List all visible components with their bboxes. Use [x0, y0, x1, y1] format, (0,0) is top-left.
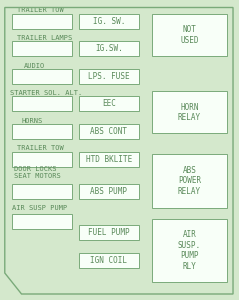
Text: AUDIO: AUDIO [24, 63, 45, 69]
FancyBboxPatch shape [12, 214, 72, 229]
FancyBboxPatch shape [152, 154, 227, 208]
Text: STARTER SOL. ALT.: STARTER SOL. ALT. [10, 90, 82, 96]
FancyBboxPatch shape [12, 14, 72, 28]
Text: TRAILER TOW: TRAILER TOW [17, 8, 64, 14]
FancyBboxPatch shape [79, 14, 139, 28]
Text: ABS CONT: ABS CONT [90, 127, 127, 136]
FancyBboxPatch shape [12, 184, 72, 199]
FancyBboxPatch shape [12, 96, 72, 111]
Text: ABS PUMP: ABS PUMP [90, 187, 127, 196]
Text: ABS
POWER
RELAY: ABS POWER RELAY [178, 166, 201, 196]
FancyBboxPatch shape [79, 152, 139, 166]
FancyBboxPatch shape [152, 92, 227, 134]
Text: IG. SW.: IG. SW. [92, 16, 125, 26]
Text: HORNS: HORNS [22, 118, 43, 124]
FancyBboxPatch shape [12, 124, 72, 139]
FancyBboxPatch shape [79, 69, 139, 84]
FancyBboxPatch shape [79, 225, 139, 240]
Text: NOT
USED: NOT USED [180, 26, 199, 45]
Text: LPS. FUSE: LPS. FUSE [88, 72, 130, 81]
Text: HTD BKLITE: HTD BKLITE [86, 154, 132, 164]
Text: HORN
RELAY: HORN RELAY [178, 103, 201, 122]
Text: IG.SW.: IG.SW. [95, 44, 123, 53]
Text: DOOR LOCKS
SEAT MOTORS: DOOR LOCKS SEAT MOTORS [14, 166, 61, 179]
FancyBboxPatch shape [12, 69, 72, 84]
FancyBboxPatch shape [79, 96, 139, 111]
FancyBboxPatch shape [79, 184, 139, 199]
FancyBboxPatch shape [79, 124, 139, 139]
FancyBboxPatch shape [79, 41, 139, 56]
FancyBboxPatch shape [152, 219, 227, 282]
FancyBboxPatch shape [12, 152, 72, 166]
FancyBboxPatch shape [79, 253, 139, 268]
Text: AIR SUSP PUMP: AIR SUSP PUMP [12, 206, 67, 212]
Text: TRAILER TOW: TRAILER TOW [17, 146, 64, 152]
Text: AIR
SUSP.
PUMP
RLY: AIR SUSP. PUMP RLY [178, 230, 201, 271]
Text: IGN COIL: IGN COIL [90, 256, 127, 265]
FancyBboxPatch shape [12, 41, 72, 56]
Text: FUEL PUMP: FUEL PUMP [88, 228, 130, 237]
Text: EEC: EEC [102, 99, 116, 108]
Text: TRAILER LAMPS: TRAILER LAMPS [17, 35, 72, 41]
FancyBboxPatch shape [152, 14, 227, 56]
